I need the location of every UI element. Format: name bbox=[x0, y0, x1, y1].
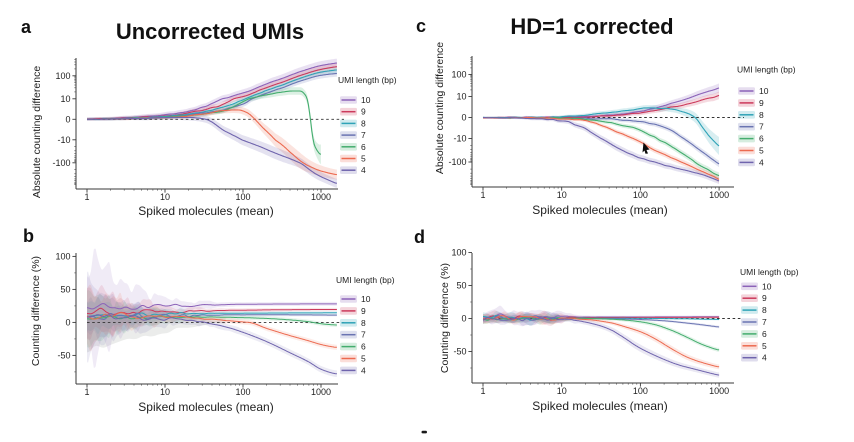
svg-text:a: a bbox=[21, 17, 32, 37]
svg-text:4: 4 bbox=[762, 353, 767, 363]
svg-text:0: 0 bbox=[65, 114, 70, 124]
svg-text:d: d bbox=[414, 227, 425, 247]
svg-text:10: 10 bbox=[557, 190, 567, 200]
svg-text:Counting difference (%): Counting difference (%) bbox=[439, 263, 451, 373]
svg-text:10: 10 bbox=[60, 94, 70, 104]
svg-text:10: 10 bbox=[456, 92, 466, 102]
svg-text:4: 4 bbox=[759, 157, 764, 167]
svg-text:7: 7 bbox=[762, 317, 767, 327]
svg-text:10: 10 bbox=[160, 387, 170, 397]
svg-text:UMI length (bp): UMI length (bp) bbox=[336, 275, 395, 285]
svg-text:8: 8 bbox=[361, 318, 366, 328]
svg-text:100: 100 bbox=[633, 386, 648, 396]
svg-text:6: 6 bbox=[762, 329, 767, 339]
svg-text:HD=1 corrected: HD=1 corrected bbox=[510, 14, 673, 39]
svg-text:b: b bbox=[23, 226, 34, 246]
svg-text:6: 6 bbox=[361, 342, 366, 352]
svg-text:9: 9 bbox=[361, 107, 366, 117]
svg-text:1000: 1000 bbox=[709, 386, 729, 396]
svg-text:UMI length (bp): UMI length (bp) bbox=[338, 75, 397, 85]
svg-text:Absolute counting difference: Absolute counting difference bbox=[31, 66, 43, 198]
svg-text:100: 100 bbox=[55, 252, 70, 262]
svg-text:100: 100 bbox=[451, 248, 466, 258]
svg-text:1: 1 bbox=[480, 190, 485, 200]
svg-text:100: 100 bbox=[633, 190, 648, 200]
svg-text:0: 0 bbox=[461, 113, 466, 123]
svg-text:-10: -10 bbox=[453, 134, 466, 144]
svg-text:1000: 1000 bbox=[311, 387, 331, 397]
svg-text:7: 7 bbox=[361, 130, 366, 140]
svg-text:100: 100 bbox=[235, 192, 250, 202]
svg-text:7: 7 bbox=[759, 122, 764, 132]
svg-text:-10: -10 bbox=[57, 135, 70, 145]
svg-text:50: 50 bbox=[456, 281, 466, 291]
svg-text:UMI length (bp): UMI length (bp) bbox=[740, 267, 799, 277]
svg-text:-50: -50 bbox=[453, 347, 466, 357]
svg-text:Uncorrected UMIs: Uncorrected UMIs bbox=[116, 19, 304, 44]
svg-text:8: 8 bbox=[361, 118, 366, 128]
svg-text:Spiked molecules (mean): Spiked molecules (mean) bbox=[138, 204, 273, 218]
svg-text:Spiked molecules (mean): Spiked molecules (mean) bbox=[532, 399, 667, 413]
svg-text:Spiked molecules (mean): Spiked molecules (mean) bbox=[532, 203, 667, 217]
svg-text:Spiked molecules (mean): Spiked molecules (mean) bbox=[138, 400, 273, 414]
svg-text:9: 9 bbox=[361, 306, 366, 316]
svg-text:6: 6 bbox=[759, 134, 764, 144]
svg-text:7: 7 bbox=[361, 330, 366, 340]
svg-text:1000: 1000 bbox=[311, 192, 331, 202]
svg-text:0: 0 bbox=[65, 318, 70, 328]
svg-text:1: 1 bbox=[84, 387, 89, 397]
svg-text:c: c bbox=[416, 16, 426, 36]
svg-text:10: 10 bbox=[759, 86, 769, 96]
svg-text:Counting difference (%): Counting difference (%) bbox=[30, 256, 42, 366]
svg-text:10: 10 bbox=[361, 294, 371, 304]
svg-text:8: 8 bbox=[759, 110, 764, 120]
svg-text:-100: -100 bbox=[52, 158, 70, 168]
svg-text:-100: -100 bbox=[448, 157, 466, 167]
svg-text:4: 4 bbox=[361, 365, 366, 375]
svg-text:5: 5 bbox=[361, 154, 366, 164]
svg-text:UMI length (bp): UMI length (bp) bbox=[737, 65, 796, 75]
svg-text:1: 1 bbox=[84, 192, 89, 202]
svg-text:10: 10 bbox=[762, 281, 772, 291]
svg-text:100: 100 bbox=[451, 70, 466, 80]
svg-text:5: 5 bbox=[361, 354, 366, 364]
svg-text:10: 10 bbox=[557, 386, 567, 396]
svg-text:10: 10 bbox=[361, 95, 371, 105]
svg-text:0: 0 bbox=[461, 314, 466, 324]
svg-text:10: 10 bbox=[160, 192, 170, 202]
svg-text:4: 4 bbox=[361, 165, 366, 175]
svg-text:Absolute counting difference: Absolute counting difference bbox=[434, 42, 446, 174]
svg-text:-50: -50 bbox=[57, 351, 70, 361]
svg-text:9: 9 bbox=[759, 98, 764, 108]
svg-text:9: 9 bbox=[762, 293, 767, 303]
svg-text:100: 100 bbox=[55, 71, 70, 81]
svg-text:6: 6 bbox=[361, 142, 366, 152]
svg-text:1000: 1000 bbox=[709, 190, 729, 200]
svg-text:5: 5 bbox=[762, 341, 767, 351]
svg-text:8: 8 bbox=[762, 305, 767, 315]
svg-text:1: 1 bbox=[480, 386, 485, 396]
svg-text:50: 50 bbox=[60, 285, 70, 295]
svg-text:100: 100 bbox=[235, 387, 250, 397]
svg-text:5: 5 bbox=[759, 146, 764, 156]
